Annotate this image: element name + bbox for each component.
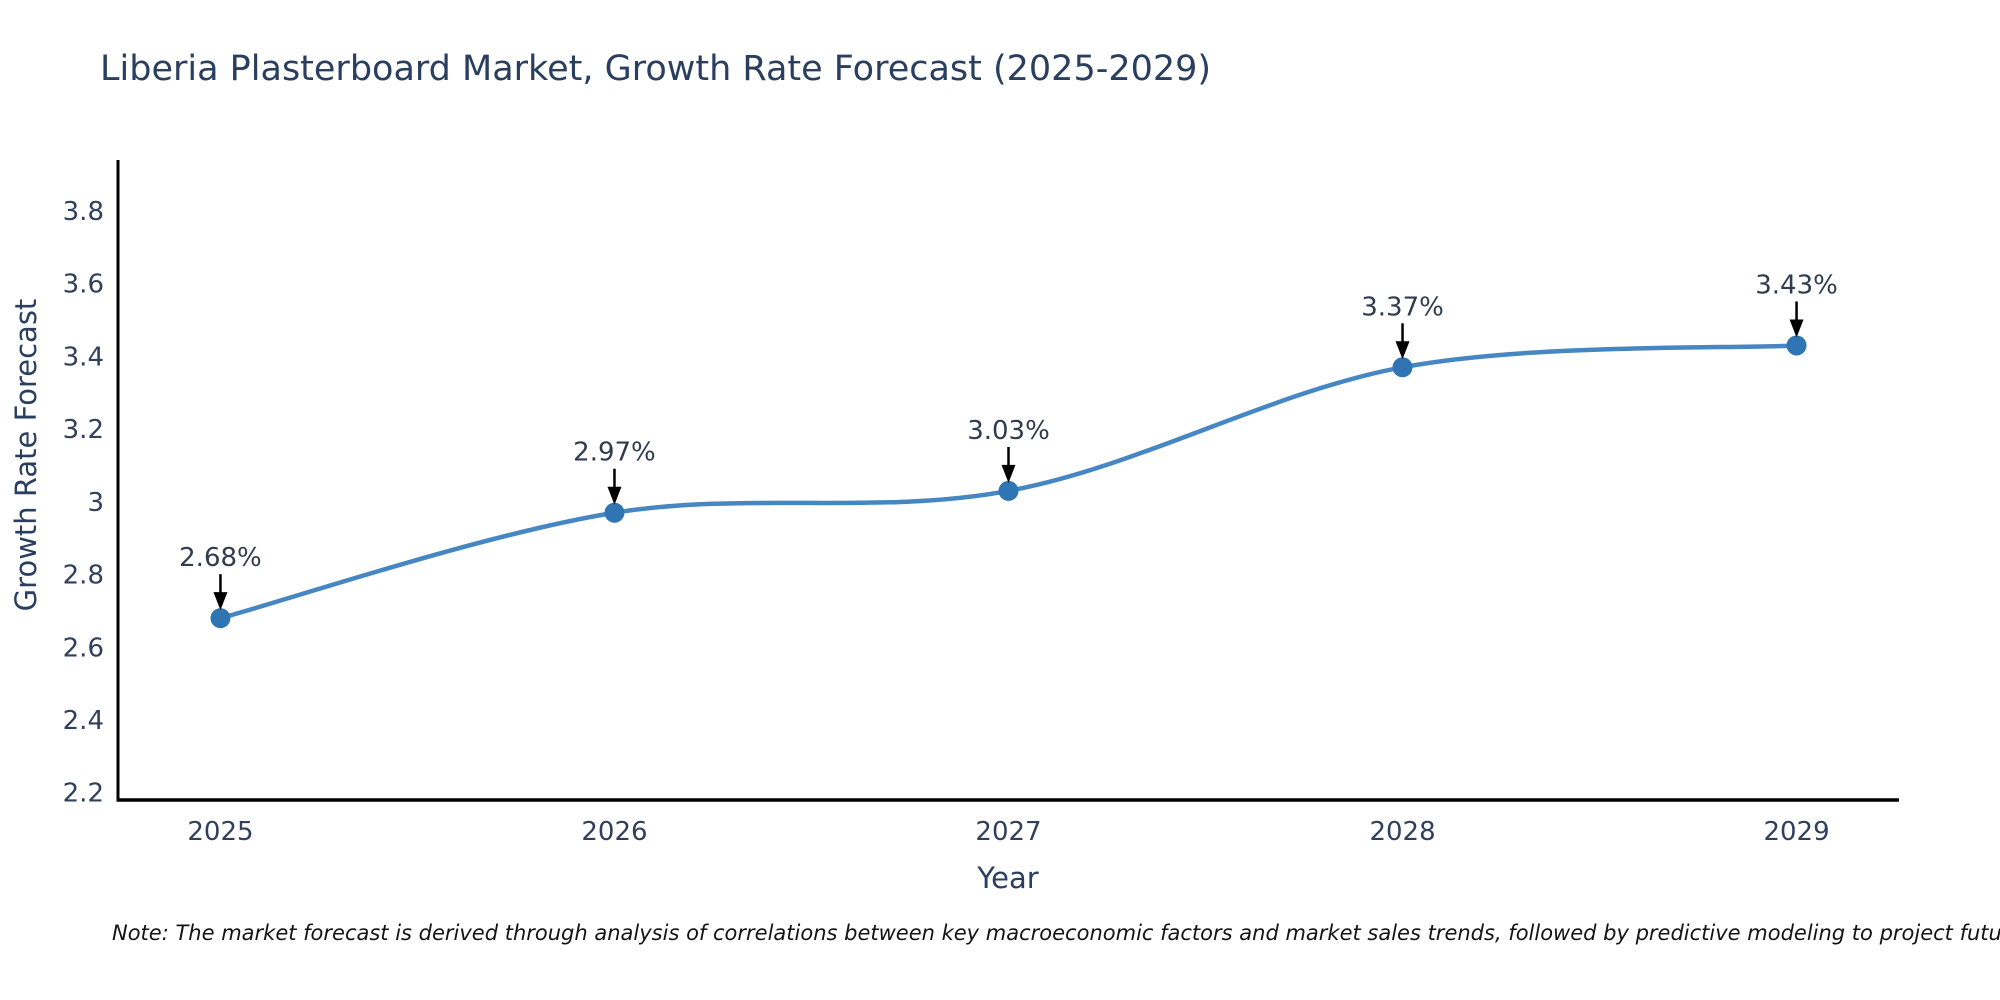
y-tick-label: 2.6	[63, 633, 104, 663]
chart-title: Liberia Plasterboard Market, Growth Rate…	[100, 49, 1211, 89]
data-point-marker	[1392, 357, 1413, 378]
y-tick-label: 3.4	[63, 342, 104, 372]
y-tick-label: 3	[87, 488, 104, 518]
y-tick-label: 3.2	[63, 415, 104, 445]
y-tick-label: 2.2	[63, 779, 104, 809]
data-point-marker	[1786, 335, 1807, 356]
point-annotations: 2.68% 2.97% 3.03% 3.37% 3.43%	[179, 270, 1838, 611]
point-value-label: 2.97%	[573, 438, 656, 468]
annotation-arrowhead-icon	[1395, 341, 1410, 360]
annotation-arrowhead-icon	[607, 486, 622, 505]
point-value-label: 3.37%	[1361, 292, 1444, 322]
y-axis-title: Growth Rate Forecast	[9, 299, 43, 612]
y-tick-label: 2.4	[63, 706, 104, 736]
x-tick-label: 2027	[975, 817, 1041, 847]
data-point-marker	[998, 480, 1019, 501]
y-tick-label: 2.8	[63, 561, 104, 591]
y-tick-label: 3.8	[63, 197, 104, 227]
axes	[116, 160, 1899, 802]
data-point-marker	[604, 502, 625, 523]
point-value-label: 3.03%	[967, 416, 1050, 446]
annotation-arrowhead-icon	[1001, 464, 1016, 483]
x-axis-tick-labels: 2025 2026 2027 2028 2029	[187, 817, 1829, 847]
x-tick-label: 2028	[1369, 817, 1435, 847]
annotation-arrowhead-icon	[213, 592, 228, 611]
x-tick-label: 2025	[187, 817, 253, 847]
data-point-marker	[210, 608, 231, 629]
y-axis-tick-labels: 2.2 2.4 2.6 2.8 3 3.2 3.4 3.6 3.8	[63, 197, 104, 809]
x-tick-label: 2029	[1763, 817, 1829, 847]
y-tick-label: 3.6	[63, 270, 104, 300]
footnote: Note: The market forecast is derived thr…	[112, 921, 2000, 945]
point-value-label: 2.68%	[179, 543, 262, 573]
x-tick-label: 2026	[581, 817, 647, 847]
point-value-label: 3.43%	[1755, 270, 1838, 300]
annotation-arrowhead-icon	[1789, 319, 1804, 338]
data-point-markers	[210, 335, 1807, 629]
x-axis-title: Year	[976, 861, 1038, 895]
